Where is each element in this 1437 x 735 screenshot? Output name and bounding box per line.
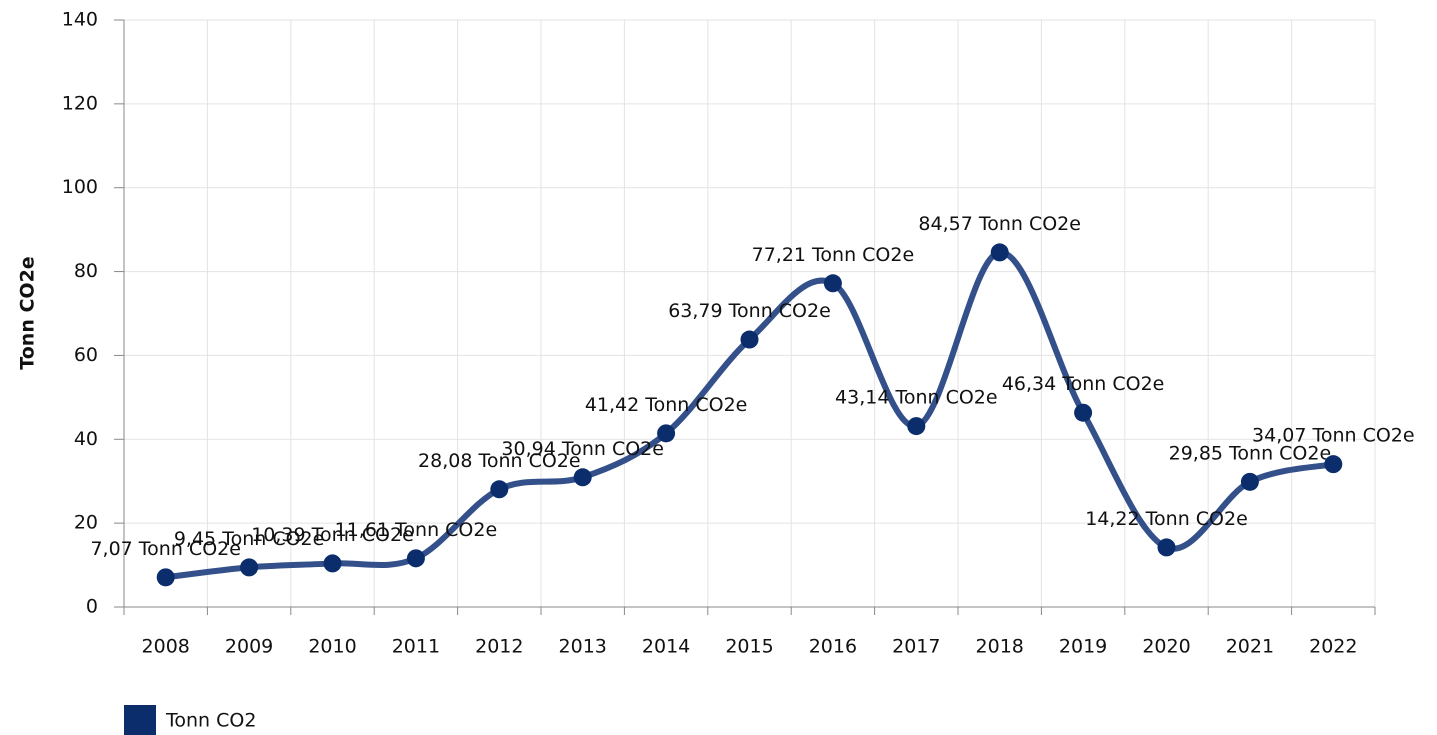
y-tick-label: 60 (74, 344, 98, 366)
x-tick-label: 2010 (308, 636, 356, 658)
y-tick-label: 40 (74, 428, 98, 450)
data-label: 28,08 Tonn CO2e (418, 450, 581, 472)
point (1240, 472, 1259, 491)
y-tick-label: 20 (74, 512, 98, 534)
legend-swatch (124, 705, 156, 735)
data-label: 84,57 Tonn CO2e (918, 213, 1081, 235)
series-line (162, 249, 1337, 581)
x-tick-label: 2016 (809, 636, 857, 658)
x-tick-label: 2020 (1142, 636, 1190, 658)
y-tick-label: 0 (86, 596, 98, 618)
data-label: 77,21 Tonn CO2e (752, 244, 915, 266)
y-tick-label: 140 (62, 9, 98, 31)
data-label: 10,39 Tonn CO2e (251, 524, 414, 546)
data-label: 43,14 Tonn CO2e (835, 387, 998, 409)
point (990, 243, 1009, 262)
y-tick-label: 100 (62, 176, 98, 198)
x-tick-label: 2022 (1309, 636, 1357, 658)
x-tick-label: 2011 (392, 636, 440, 658)
point (156, 568, 175, 587)
point (490, 480, 509, 499)
legend-label: Tonn CO2 (165, 710, 256, 732)
data-label: 7,07 Tonn CO2e (90, 538, 240, 560)
point (323, 554, 342, 573)
x-tick-label: 2017 (892, 636, 940, 658)
point (1074, 403, 1093, 422)
y-tick-label: 120 (62, 92, 98, 114)
data-label: 11,61 Tonn CO2e (335, 519, 498, 541)
x-tick-label: 2008 (142, 636, 190, 658)
point (406, 549, 425, 568)
data-label: 34,07 Tonn CO2e (1252, 425, 1415, 447)
point (907, 417, 926, 436)
x-tick-label: 2012 (475, 636, 523, 658)
data-label: 41,42 Tonn CO2e (585, 394, 748, 416)
data-label: 14,22 Tonn CO2e (1085, 508, 1248, 530)
x-tick-label: 2015 (725, 636, 773, 658)
point (1324, 455, 1343, 474)
data-label: 29,85 Tonn CO2e (1169, 442, 1332, 464)
x-tick-label: 2014 (642, 636, 690, 658)
data-label: 9,45 Tonn CO2e (174, 528, 324, 550)
data-label: 30,94 Tonn CO2e (501, 438, 664, 460)
x-tick-label: 2018 (976, 636, 1024, 658)
data-label: 46,34 Tonn CO2e (1002, 373, 1165, 395)
point (823, 274, 842, 293)
y-axis-title: Tonn CO2e (17, 256, 39, 369)
data-label: 63,79 Tonn CO2e (668, 300, 831, 322)
point (240, 558, 259, 577)
point (573, 468, 592, 487)
point (657, 424, 676, 443)
x-tick-label: 2013 (559, 636, 607, 658)
x-tick-label: 2021 (1226, 636, 1274, 658)
x-tick-label: 2019 (1059, 636, 1107, 658)
point (740, 330, 759, 349)
x-tick-label: 2009 (225, 636, 273, 658)
point (1157, 538, 1176, 557)
y-tick-label: 80 (74, 260, 98, 282)
